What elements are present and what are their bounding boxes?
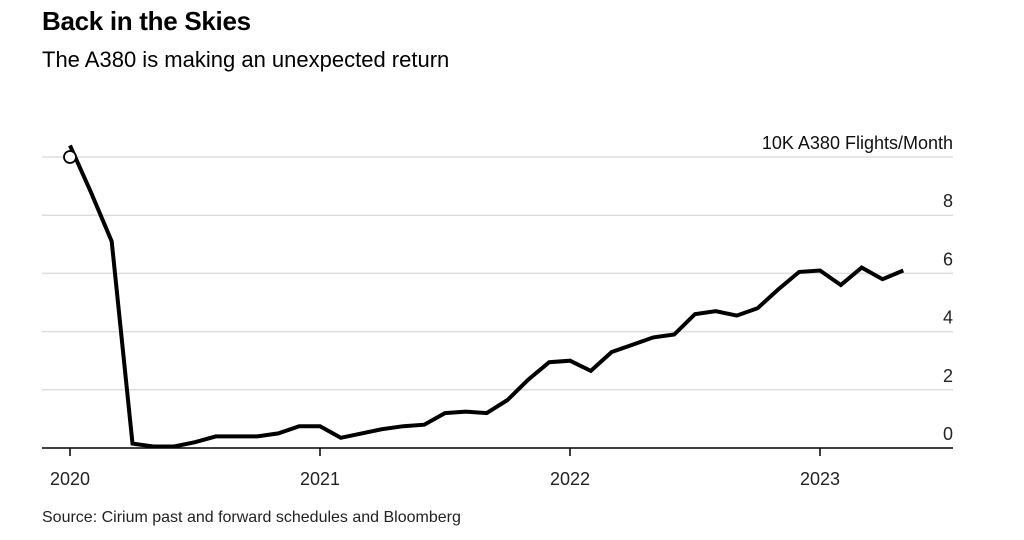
data-point-2022-12 xyxy=(797,270,801,274)
data-point-2021-01 xyxy=(318,424,322,428)
x-tick-label: 2021 xyxy=(300,469,340,489)
data-point-2022-07 xyxy=(693,312,697,316)
data-point-2022-04 xyxy=(631,343,635,347)
data-point-2021-11 xyxy=(526,378,530,382)
start-marker-circle xyxy=(63,150,77,164)
data-point-2021-05 xyxy=(401,424,405,428)
data-point-2022-01 xyxy=(568,359,572,363)
data-point-2020-01 xyxy=(68,143,72,147)
chart-subtitle: The A380 is making an unexpected return xyxy=(42,47,450,72)
y-tick-label: 8 xyxy=(943,191,953,211)
series-line xyxy=(68,144,905,449)
x-tick-label: 2023 xyxy=(800,469,840,489)
data-point-2020-05 xyxy=(151,445,155,449)
data-point-2021-02 xyxy=(339,436,343,440)
source-note: Source: Cirium past and forward schedule… xyxy=(42,509,461,526)
chart-title: Back in the Skies xyxy=(42,6,251,36)
data-point-2020-04 xyxy=(131,442,135,446)
data-point-2021-04 xyxy=(381,427,385,431)
data-point-2021-10 xyxy=(506,398,510,402)
data-point-2023-04 xyxy=(881,277,885,281)
x-tick-label: 2020 xyxy=(50,469,90,489)
y-tick-label: 4 xyxy=(943,308,953,328)
data-point-2022-06 xyxy=(672,333,676,337)
data-point-2020-03 xyxy=(110,239,114,243)
data-point-2023-02 xyxy=(839,283,843,287)
data-point-2022-02 xyxy=(589,369,593,373)
data-point-2020-02 xyxy=(89,190,93,194)
x-axis: 2020 2021 2022 2023 xyxy=(42,447,953,489)
data-point-2020-10 xyxy=(256,434,260,438)
y-tick-label: 0 xyxy=(943,424,953,444)
data-point-2021-03 xyxy=(360,431,364,435)
data-point-2023-05 xyxy=(901,269,905,273)
data-point-2020-11 xyxy=(276,431,280,435)
data-point-2023-03 xyxy=(860,266,864,270)
data-point-2020-07 xyxy=(193,440,197,444)
y-tick-label: 6 xyxy=(943,249,953,269)
data-point-2023-01 xyxy=(818,269,822,273)
data-point-2022-10 xyxy=(756,306,760,310)
data-point-2021-09 xyxy=(485,411,489,415)
data-point-2022-05 xyxy=(651,335,655,339)
data-point-2021-07 xyxy=(443,411,447,415)
data-point-2021-12 xyxy=(547,360,551,364)
data-point-2021-06 xyxy=(422,423,426,427)
y-tick-label: 2 xyxy=(943,366,953,386)
data-point-2020-09 xyxy=(235,434,239,438)
data-point-2021-08 xyxy=(464,410,468,414)
data-point-2022-09 xyxy=(735,314,739,318)
data-point-2022-11 xyxy=(776,287,780,291)
data-point-2020-06 xyxy=(172,445,176,449)
y-axis-labels: 0 2 4 6 8 10K A380 Flights/Month xyxy=(762,133,953,444)
gridlines xyxy=(42,156,953,391)
y-axis-unit-label: 10K A380 Flights/Month xyxy=(762,133,953,153)
series xyxy=(63,143,905,449)
x-tick-label: 2022 xyxy=(550,469,590,489)
data-point-2020-12 xyxy=(297,424,301,428)
data-point-2020-08 xyxy=(214,434,218,438)
data-point-2022-08 xyxy=(714,309,718,313)
data-point-2022-03 xyxy=(610,350,614,354)
